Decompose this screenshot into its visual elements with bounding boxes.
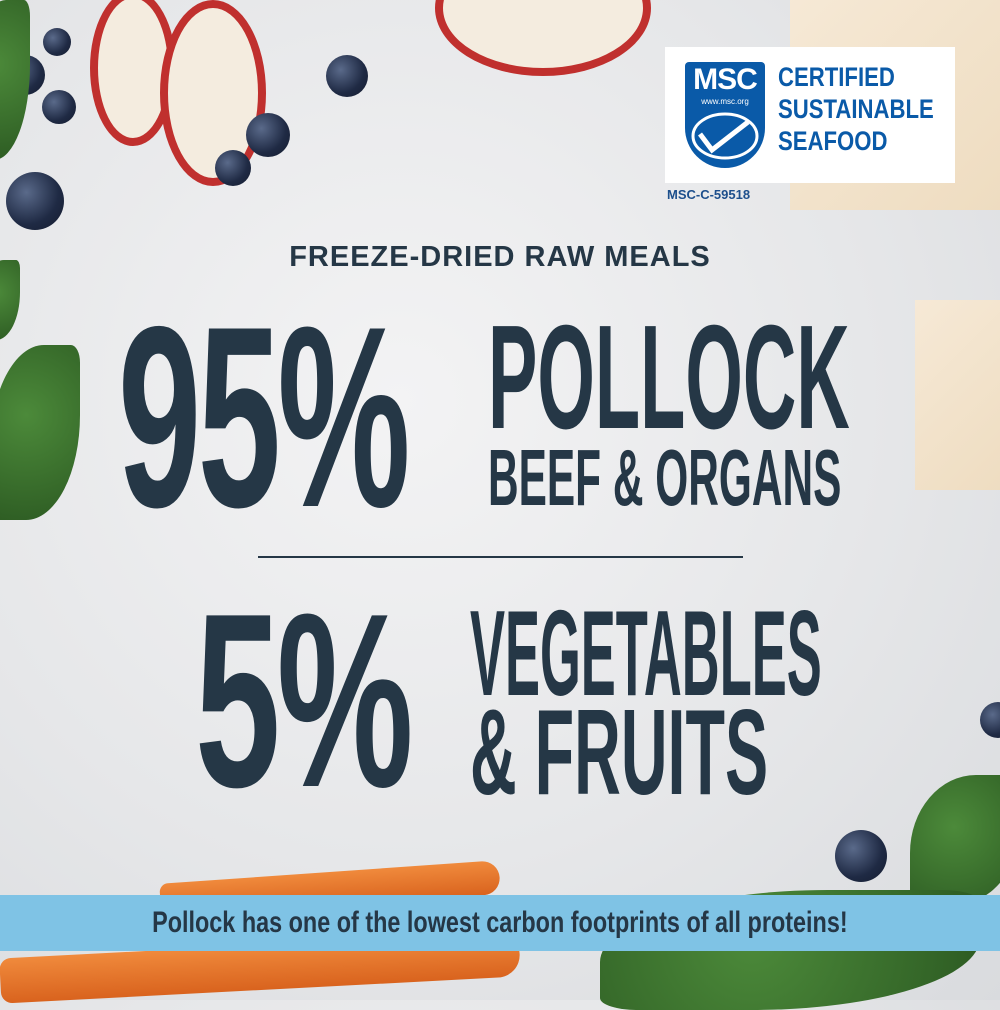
apple-slice-image — [160, 0, 266, 186]
msc-logo-url: www.msc.org — [701, 97, 749, 106]
stat2-line1: VEGETABLES — [470, 585, 822, 721]
spinach-image — [0, 260, 20, 340]
blueberry-image — [835, 830, 887, 882]
footer-banner: Pollock has one of the lowest carbon foo… — [0, 895, 1000, 951]
page-header: FREEZE-DRIED RAW MEALS — [289, 241, 711, 273]
blueberry-image — [43, 28, 71, 56]
msc-code: MSC-C-59518 — [667, 187, 751, 202]
fish-fillet-image — [915, 300, 1000, 490]
spinach-image — [0, 345, 80, 520]
msc-title: CERTIFIED SUSTAINABLE SEAFOOD — [778, 64, 968, 160]
blueberry-image — [246, 113, 290, 157]
msc-title-line: CERTIFIED — [778, 62, 895, 92]
stat1-line1: POLLOCK — [488, 295, 850, 460]
blueberry-image — [326, 55, 368, 97]
stat2-line2: & FRUITS — [470, 684, 769, 820]
divider — [258, 556, 743, 558]
msc-logo: MSC www.msc.org — [685, 62, 765, 168]
stat1-line2: BEEF & ORGANS — [488, 433, 842, 522]
msc-title-line: SEAFOOD — [778, 126, 888, 156]
blueberry-image — [6, 172, 64, 230]
blueberry-image — [42, 90, 76, 124]
spinach-image — [910, 775, 1000, 905]
stat1-percent: 95% — [118, 272, 411, 561]
msc-logo-text: MSC — [693, 63, 758, 96]
banner-text: Pollock has one of the lowest carbon foo… — [152, 906, 848, 939]
fish-checkmark-icon — [691, 112, 759, 160]
blueberry-image — [215, 150, 251, 186]
stat2-percent: 5% — [195, 561, 414, 839]
msc-title-line: SUSTAINABLE — [778, 94, 934, 124]
apple-image — [435, 0, 651, 76]
blueberry-image — [980, 702, 1000, 738]
spinach-image — [0, 0, 30, 160]
